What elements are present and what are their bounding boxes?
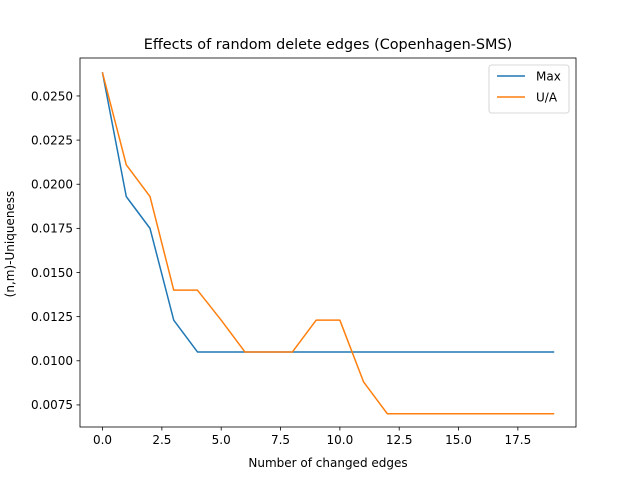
x-tick-label: 17.5 [504,433,531,447]
x-tick-label: 12.5 [386,433,413,447]
x-tick-label: 5.0 [212,433,231,447]
legend: Max U/A [488,64,570,114]
y-tick-label: 0.0150 [31,266,73,280]
x-axis: 0.0 2.5 5.0 7.5 10.0 12.5 15.0 17.5 [93,427,531,447]
legend-label: Max [536,69,561,83]
x-tick-label: 0.0 [93,433,112,447]
y-tick-label: 0.0075 [31,398,73,412]
x-axis-title: Number of changed edges [248,456,407,470]
legend-label: U/A [536,90,558,104]
legend-box [488,64,570,114]
y-tick-label: 0.0225 [31,133,73,147]
y-tick-label: 0.0200 [31,178,73,192]
x-tick-label: 10.0 [327,433,354,447]
series-line-max [101,72,555,353]
y-axis-title: (n,m)-Uniqueness [3,191,17,298]
chart-title: Effects of random delete edges (Copenhag… [144,37,512,53]
y-tick-label: 0.0250 [31,89,73,103]
y-tick-label: 0.0125 [31,310,73,324]
plot-area [79,57,577,428]
y-axis: 0.0075 0.0100 0.0125 0.0150 0.0175 0.0200 0.02… [31,89,80,412]
x-tick-label: 15.0 [445,433,472,447]
x-tick-label: 7.5 [271,433,290,447]
y-tick-label: 0.0100 [31,354,73,368]
axes-frame [79,57,577,428]
y-tick-label: 0.0175 [31,222,73,236]
x-tick-label: 2.5 [152,433,171,447]
series-line-ua [101,72,555,415]
